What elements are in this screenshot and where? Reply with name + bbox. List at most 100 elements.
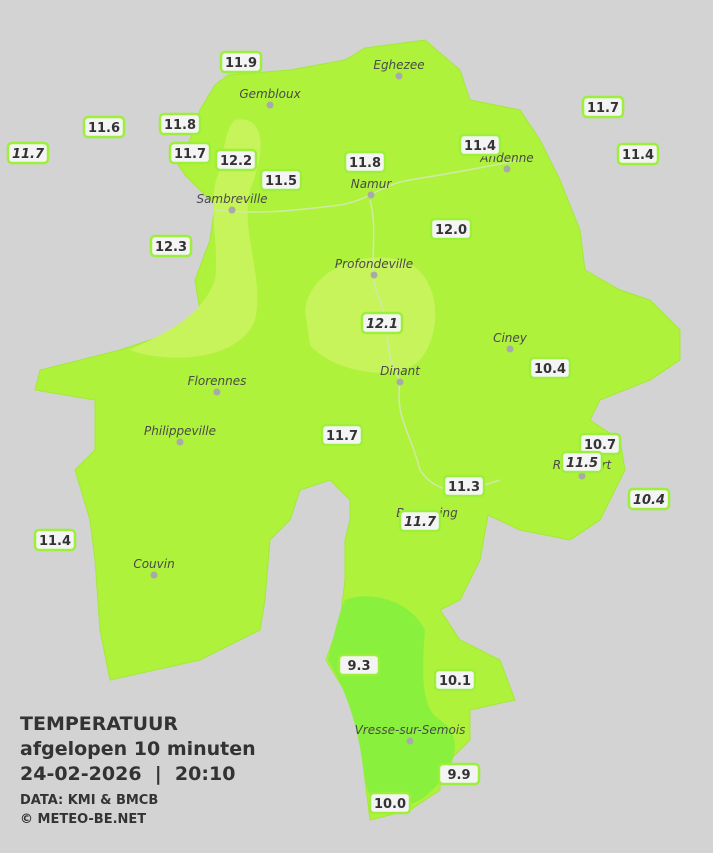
station-box xyxy=(320,423,364,447)
cool-zone xyxy=(328,596,455,809)
station-value: 11.7 xyxy=(404,515,437,530)
station-value: 12.3 xyxy=(155,240,187,255)
city-label: Eghezee xyxy=(373,58,424,72)
city-label: Couvin xyxy=(133,557,174,571)
city-dot xyxy=(396,378,404,386)
station: 11.7 xyxy=(398,509,442,533)
station-value: 10.7 xyxy=(584,438,616,453)
station: 12.0 xyxy=(429,217,473,241)
city-label: Profondeville xyxy=(335,257,413,271)
station-box xyxy=(627,487,671,511)
station: 12.2 xyxy=(214,148,258,172)
station-value: 12.0 xyxy=(435,223,467,238)
station: 11.9 xyxy=(219,50,263,74)
city-label: Gembloux xyxy=(239,87,301,101)
station-box xyxy=(433,668,477,692)
station: 11.7 xyxy=(168,141,212,165)
station: 9.3 xyxy=(337,653,381,677)
station: 11.4 xyxy=(616,142,660,166)
city-label: Sambreville xyxy=(196,192,267,206)
city-dot xyxy=(578,472,586,480)
station-box xyxy=(398,509,442,533)
station-value: 11.6 xyxy=(88,121,120,136)
station-box xyxy=(149,234,193,258)
station-value: 10.1 xyxy=(439,674,471,689)
station: 10.1 xyxy=(433,668,477,692)
legend-datetime: 24-02-2026 | 20:10 xyxy=(20,763,235,785)
station-value: 11.7 xyxy=(174,147,206,162)
legend-copyright: © METEO-BE.NET xyxy=(20,812,146,827)
station: 11.3 xyxy=(442,474,486,498)
station-value: 11.7 xyxy=(326,429,358,444)
station: 11.4 xyxy=(33,528,77,552)
station-value: 12.2 xyxy=(220,154,252,169)
station-box xyxy=(337,653,381,677)
city-dot xyxy=(228,206,236,214)
stations: 11.9 11.6 11.8 11.7 11.7 12.2 11.5 11.8 11.4 11.7… xyxy=(6,50,671,815)
station: 12.1 xyxy=(360,311,404,335)
station-box xyxy=(360,311,404,335)
station: 11.5 xyxy=(259,168,303,192)
station: 11.7 xyxy=(581,95,625,119)
station: 9.9 xyxy=(437,762,481,786)
city-dot xyxy=(367,191,375,199)
city-dot xyxy=(506,345,514,353)
city-dot xyxy=(150,571,158,579)
station: 11.4 xyxy=(458,133,502,157)
station-value: 11.4 xyxy=(622,148,654,163)
station-box xyxy=(616,142,660,166)
station-value: 11.3 xyxy=(448,480,480,495)
city-label: Philippeville xyxy=(144,424,216,438)
cities: EghezeeGemblouxAndenneSambrevilleNamurPr… xyxy=(133,58,613,745)
station-value: 11.9 xyxy=(225,56,257,71)
station-value: 11.8 xyxy=(164,118,196,133)
station-value: 11.5 xyxy=(566,456,598,471)
station: 11.8 xyxy=(343,150,387,174)
station-value: 11.5 xyxy=(265,174,297,189)
legend-source: DATA: KMI & BMCB xyxy=(20,793,158,808)
city-dot xyxy=(213,388,221,396)
station: 10.4 xyxy=(627,487,671,511)
city-label: Ciney xyxy=(493,331,528,345)
station-box xyxy=(343,150,387,174)
station-box xyxy=(6,141,50,165)
station: 10.0 xyxy=(368,791,412,815)
station-value: 11.4 xyxy=(39,534,71,549)
station-box xyxy=(214,148,258,172)
station: 11.5 xyxy=(560,450,604,474)
station-value: 9.9 xyxy=(447,768,470,783)
station-value: 10.4 xyxy=(633,493,665,508)
station-box xyxy=(368,791,412,815)
city-dot xyxy=(370,271,378,279)
station-box xyxy=(219,50,263,74)
station-box xyxy=(33,528,77,552)
station-box xyxy=(168,141,212,165)
city-label: Dinant xyxy=(380,364,421,378)
station-value: 11.7 xyxy=(12,147,45,162)
city-label: Vresse-sur-Semois xyxy=(355,723,466,737)
station-value: 11.8 xyxy=(349,156,381,171)
city-dot xyxy=(395,72,403,80)
station-box xyxy=(442,474,486,498)
city-dot xyxy=(503,165,511,173)
city-label: Florennes xyxy=(188,374,247,388)
station: 11.6 xyxy=(82,115,126,139)
station: 11.7 xyxy=(320,423,364,447)
station-value: 10.4 xyxy=(534,362,566,377)
station-box xyxy=(458,133,502,157)
station-box xyxy=(429,217,473,241)
station: 11.8 xyxy=(158,112,202,136)
city-dot xyxy=(176,438,184,446)
station-value: 9.3 xyxy=(347,659,370,674)
legend-subtitle: afgelopen 10 minuten xyxy=(20,738,256,760)
station: 12.3 xyxy=(149,234,193,258)
station-box xyxy=(158,112,202,136)
city-label: Namur xyxy=(351,177,393,191)
warm-zone xyxy=(130,119,261,358)
station-value: 12.1 xyxy=(366,317,398,332)
station-value: 10.0 xyxy=(374,797,406,812)
station-box xyxy=(259,168,303,192)
station-box xyxy=(437,762,481,786)
